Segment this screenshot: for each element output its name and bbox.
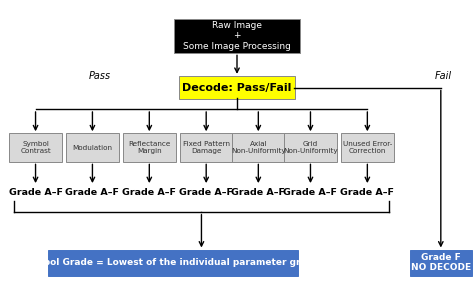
Text: Grade A–F: Grade A–F [340,188,394,197]
Text: Axial
Non-Uniformity: Axial Non-Uniformity [231,141,286,154]
Text: Modulation: Modulation [73,145,112,151]
Text: Symbol
Contrast: Symbol Contrast [20,141,51,154]
Text: Symbol Grade = Lowest of the individual parameter grades: Symbol Grade = Lowest of the individual … [22,258,324,267]
Text: Fail: Fail [435,71,452,81]
FancyBboxPatch shape [123,133,175,162]
FancyBboxPatch shape [66,133,118,162]
FancyBboxPatch shape [284,133,337,162]
Text: Unused Error-
Correction: Unused Error- Correction [343,141,392,154]
Text: Raw Image
+
Some Image Processing: Raw Image + Some Image Processing [183,21,291,51]
Text: Grade A–F: Grade A–F [283,188,337,197]
Text: Grade A–F: Grade A–F [231,188,285,197]
FancyBboxPatch shape [341,133,393,162]
FancyBboxPatch shape [232,133,284,162]
Text: Fixed Pattern
Damage: Fixed Pattern Damage [182,141,230,154]
FancyBboxPatch shape [174,18,300,53]
FancyBboxPatch shape [410,249,472,276]
Text: Grade A–F: Grade A–F [65,188,119,197]
FancyBboxPatch shape [9,133,62,162]
Text: Grid
Non-Uniformity: Grid Non-Uniformity [283,141,338,154]
Text: Grade A–F: Grade A–F [122,188,176,197]
FancyBboxPatch shape [179,76,295,99]
Text: Reflectance
Margin: Reflectance Margin [128,141,171,154]
FancyBboxPatch shape [48,249,298,276]
Text: Decode: Pass/Fail: Decode: Pass/Fail [182,83,292,92]
Text: Grade A–F: Grade A–F [179,188,233,197]
Text: Grade F
NO DECODE: Grade F NO DECODE [411,253,471,272]
Text: Pass: Pass [89,71,110,81]
Text: Grade A–F: Grade A–F [9,188,63,197]
FancyBboxPatch shape [180,133,232,162]
